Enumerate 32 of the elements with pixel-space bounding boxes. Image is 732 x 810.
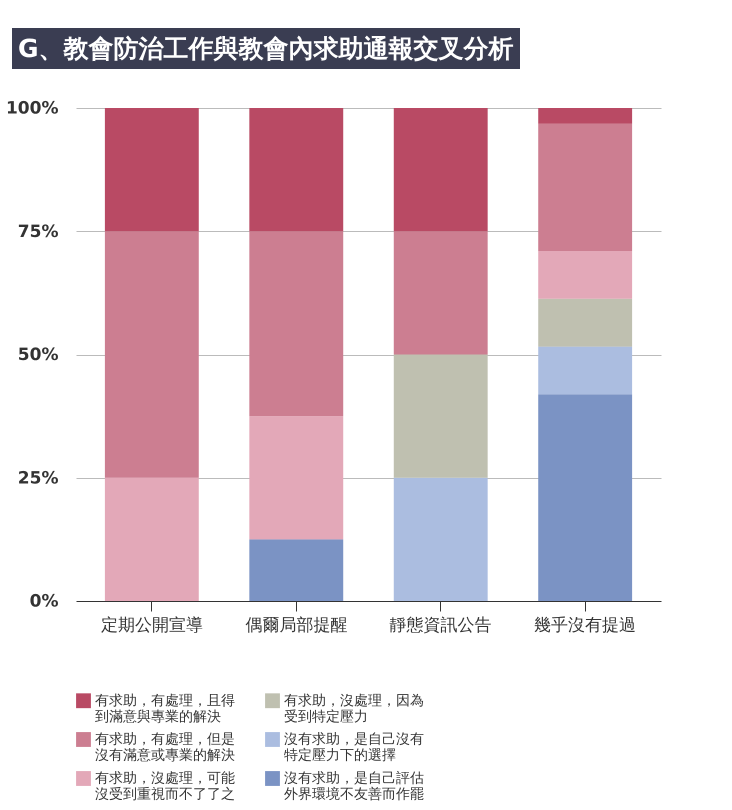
bar bbox=[538, 250, 632, 299]
legend-label: 沒有求助，是自己評估外界環境不友善而作罷 bbox=[284, 770, 424, 802]
x-tick-label: 偶爾局部提醒 bbox=[245, 616, 348, 636]
bar bbox=[394, 108, 488, 232]
bar bbox=[538, 346, 632, 394]
x-tick-label: 靜態資訊公告 bbox=[390, 616, 492, 636]
bar bbox=[538, 108, 632, 124]
y-tick-label: 25% bbox=[18, 468, 58, 488]
y-tick-label: 100% bbox=[6, 98, 58, 118]
bar bbox=[249, 108, 344, 232]
bar bbox=[538, 124, 632, 251]
x-tick-label: 定期公開宣導 bbox=[100, 616, 203, 636]
legend-label: 有求助，有處理，但是沒有滿意或專業的解決 bbox=[95, 732, 235, 764]
bar bbox=[104, 478, 199, 601]
y-tick-label: 75% bbox=[18, 222, 58, 242]
legend-label: 有求助，有處理，且得到滿意與專業的解決 bbox=[95, 692, 235, 725]
y-tick-label: 50% bbox=[18, 345, 58, 365]
bar bbox=[538, 394, 632, 601]
bar bbox=[394, 478, 488, 601]
y-tick-label: 0% bbox=[30, 592, 58, 612]
bar bbox=[249, 231, 344, 416]
chart-title: G、教會防治工作與教會內求助通報交叉分析 bbox=[12, 28, 520, 69]
legend-label: 有求助，沒處理，因為受到特定壓力 bbox=[284, 692, 424, 725]
x-tick-label: 幾乎沒有提過 bbox=[534, 616, 636, 636]
bar bbox=[104, 108, 199, 232]
legend-label: 沒有求助，是自己沒有特定壓力下的選擇 bbox=[284, 732, 424, 764]
bar bbox=[104, 231, 199, 478]
legend-label: 有求助，沒處理，可能沒受到重視而不了了之 bbox=[95, 770, 235, 802]
bar bbox=[249, 416, 344, 540]
bar bbox=[249, 539, 344, 601]
bar bbox=[394, 231, 488, 354]
bar bbox=[538, 298, 632, 347]
